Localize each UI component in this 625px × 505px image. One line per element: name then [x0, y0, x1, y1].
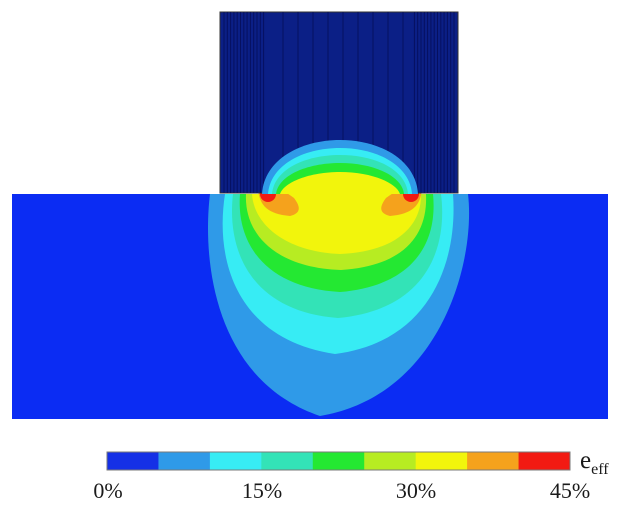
colorbar-cells [107, 452, 571, 470]
colorbar-cell [261, 452, 314, 470]
colorbar-cell [518, 452, 571, 470]
colorbar-tick-label: 30% [396, 478, 436, 503]
colorbar-cell [158, 452, 211, 470]
dome-region [262, 140, 418, 194]
colorbar-tick-label: 15% [242, 478, 282, 503]
colorbar-cell [415, 452, 468, 470]
contour-field [207, 186, 470, 416]
colorbar-cell [467, 452, 519, 470]
colorbar-cell [364, 452, 417, 470]
colorbar-frame [106, 451, 571, 471]
colorbar-cell [312, 452, 365, 470]
punch-mesh-lines [223, 12, 455, 193]
colorbar: eeff 0% 15% 30% 45% [93, 447, 609, 503]
dome-level-6 [280, 172, 400, 194]
colorbar-tick-label: 0% [93, 478, 122, 503]
colorbar-title: eeff [580, 447, 609, 478]
colorbar-cell [107, 452, 159, 470]
colorbar-tick-label: 45% [550, 478, 590, 503]
colorbar-cell [209, 452, 262, 470]
